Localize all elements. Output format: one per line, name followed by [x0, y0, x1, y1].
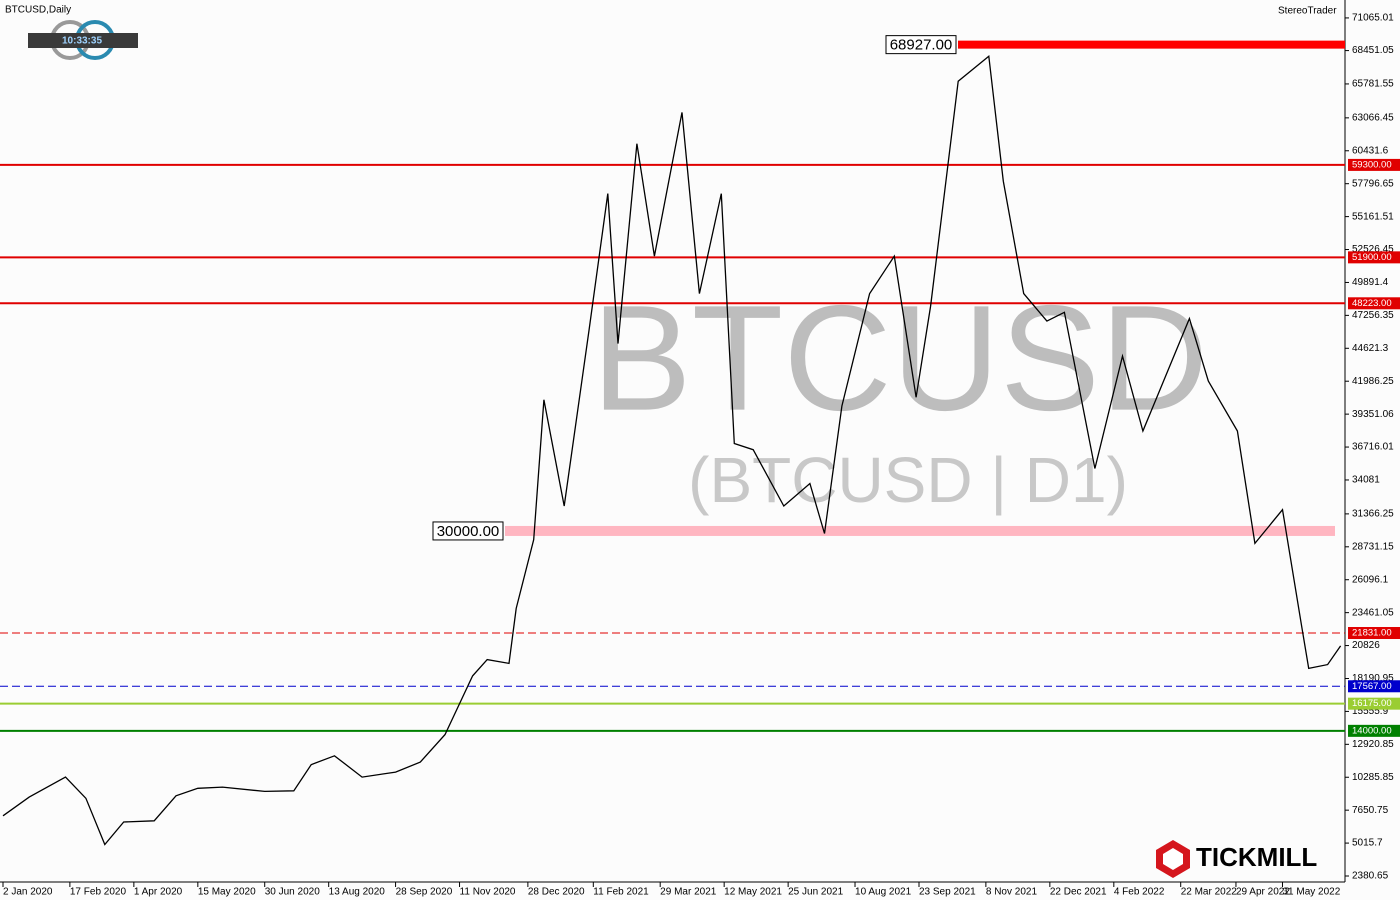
level-label-box	[885, 35, 957, 55]
y-tick-label: 57796.65	[1352, 178, 1394, 189]
level-badge	[1348, 297, 1400, 310]
level-badge-label: 14000.00	[1352, 725, 1392, 736]
x-tick-label: 1 Apr 2020	[134, 887, 183, 898]
x-tick-label: 29 Apr 2022	[1236, 887, 1290, 898]
symbol: BTCUSD,Daily	[5, 5, 71, 16]
plot	[0, 40, 1345, 846]
x-tick-label: 22 Dec 2021	[1050, 887, 1107, 898]
level-badge	[1348, 251, 1400, 264]
level-badge	[1348, 724, 1400, 737]
logo: 10:33:35	[28, 20, 138, 60]
y-tick-label: 41986.25	[1352, 376, 1394, 387]
level-badge-label: 51900.00	[1352, 252, 1392, 263]
level-badge-label: 48223.00	[1352, 298, 1392, 309]
y-tick-label: 49891.4	[1352, 277, 1389, 288]
watermark-sub: (BTCUSD | D1)	[688, 444, 1128, 516]
y-tick-label: 12920.85	[1352, 739, 1394, 750]
y-tick-label: 65781.55	[1352, 79, 1394, 90]
level-label: 30000.00	[437, 523, 500, 540]
level-badge-label: 16175.00	[1352, 698, 1392, 709]
y-tick-label: 10285.85	[1352, 772, 1394, 783]
y-tick-label: 39351.06	[1352, 409, 1394, 420]
x-tick-label: 15 May 2020	[198, 887, 256, 898]
level-label: 68927.00	[890, 37, 953, 54]
y-tick-label: 2380.65	[1352, 871, 1389, 882]
y-tick-label: 34081	[1352, 475, 1380, 486]
level-badge-label: 59300.00	[1352, 159, 1392, 170]
y-tick-label: 23461.05	[1352, 607, 1394, 618]
y-tick-label: 28731.15	[1352, 541, 1394, 552]
level-badge	[1348, 627, 1400, 640]
level-badge	[1348, 158, 1400, 171]
x-tick-label: 22 Mar 2022	[1181, 887, 1238, 898]
y-tick-label: 44621.3	[1352, 343, 1389, 354]
brand: TICKMILL	[1196, 842, 1317, 872]
x-tick-label: 4 Feb 2022	[1114, 887, 1165, 898]
x-tick-label: 12 May 2021	[724, 887, 782, 898]
level-badge	[1348, 680, 1400, 693]
y-tick-label: 55161.51	[1352, 211, 1394, 222]
brand-logo: TICKMILL	[1156, 840, 1317, 878]
y-tick-label: 60431.6	[1352, 145, 1389, 156]
x-tick-label: 28 Dec 2020	[528, 887, 585, 898]
x-tick-label: 23 Sep 2021	[919, 887, 976, 898]
y-tick-label: 68451.05	[1352, 45, 1394, 56]
watermark: BTCUSD	[592, 274, 1209, 442]
y-tick-label: 15555.9	[1352, 706, 1389, 717]
x-tick-label: 28 Sep 2020	[396, 887, 453, 898]
y-tick-label: 31366.25	[1352, 509, 1394, 520]
x-tick-label: 8 Nov 2021	[986, 887, 1038, 898]
clock: 10:33:35	[62, 36, 102, 47]
x-tick-label: 31 May 2022	[1282, 887, 1340, 898]
y-tick-label: 52526.45	[1352, 244, 1394, 255]
y-tick-label: 71065.01	[1352, 13, 1394, 24]
x-tick-label: 17 Feb 2020	[70, 887, 127, 898]
x-tick-label: 25 Jun 2021	[788, 887, 843, 898]
level-label-box	[432, 521, 504, 541]
platform: StereoTrader	[1278, 6, 1337, 17]
y-tick-label: 20826	[1352, 640, 1380, 651]
y-tick-label: 26096.1	[1352, 574, 1389, 585]
y-tick-label: 63066.45	[1352, 112, 1394, 123]
x-tick-label: 13 Aug 2020	[329, 887, 386, 898]
y-tick-label: 18190.95	[1352, 673, 1394, 684]
y-tick-label: 7650.75	[1352, 805, 1389, 816]
x-tick-label: 11 Feb 2021	[593, 887, 649, 898]
y-tick-label: 47256.35	[1352, 310, 1394, 321]
level-badge-label: 17567.00	[1352, 681, 1392, 692]
level-badge-label: 21831.00	[1352, 628, 1392, 639]
level-line	[958, 40, 1345, 49]
y-tick-label: 5015.7	[1352, 838, 1383, 849]
y-tick-label: 36716.01	[1352, 442, 1394, 453]
x-tick-label: 30 Jun 2020	[265, 887, 320, 898]
level-band	[505, 525, 1335, 536]
level-badge	[1348, 697, 1400, 710]
x-tick-label: 29 Mar 2021	[660, 887, 717, 898]
price-line	[2, 54, 1342, 846]
x-tick-label: 11 Nov 2020	[460, 887, 516, 898]
x-tick-label: 2 Jan 2020	[3, 887, 53, 898]
x-tick-label: 10 Aug 2021	[855, 887, 912, 898]
